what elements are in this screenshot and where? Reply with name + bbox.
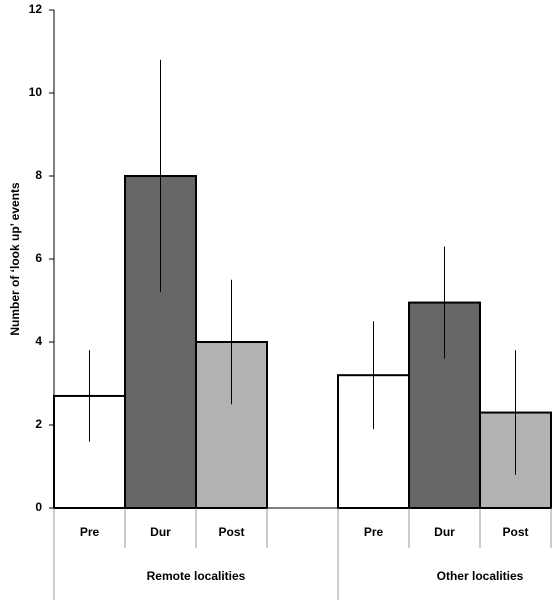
x-tick-label: Post [218, 525, 244, 539]
y-tick-label: 2 [35, 417, 42, 431]
y-axis-label: Number of ‘look up’ events [8, 182, 22, 336]
group-label: Remote localities [147, 569, 246, 583]
y-tick-label: 6 [35, 251, 42, 265]
x-tick-label: Dur [150, 525, 171, 539]
y-tick-label: 12 [29, 2, 43, 16]
y-tick-label: 10 [29, 85, 43, 99]
x-tick-label: Post [502, 525, 528, 539]
y-tick-label: 4 [35, 334, 42, 348]
x-tick-label: Dur [434, 525, 455, 539]
x-tick-label: Pre [364, 525, 384, 539]
x-tick-label: Pre [80, 525, 100, 539]
y-tick-label: 0 [35, 500, 42, 514]
group-label: Other localities [437, 569, 524, 583]
y-tick-label: 8 [35, 168, 42, 182]
